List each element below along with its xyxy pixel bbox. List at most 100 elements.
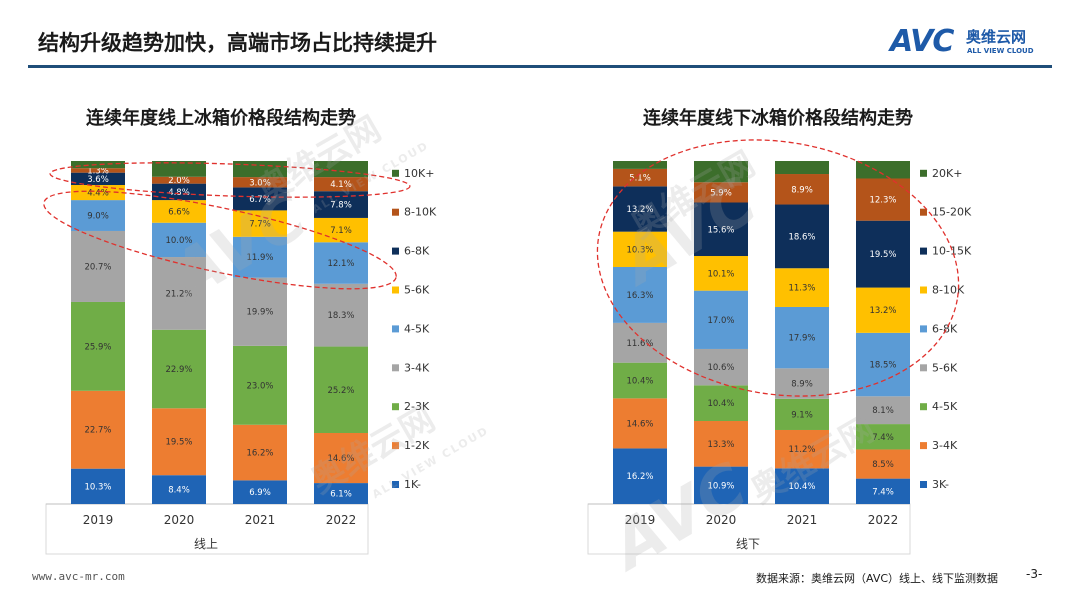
- bar-segment: [694, 161, 748, 183]
- data-label: 14.6%: [626, 419, 653, 429]
- data-label: 8.1%: [872, 406, 894, 416]
- legend-label: 6-8K: [404, 245, 430, 258]
- legend-swatch: [392, 247, 399, 255]
- bar-segment: [694, 290, 748, 349]
- legend-swatch: [392, 364, 399, 372]
- legend-label: 3-4K: [404, 361, 430, 374]
- bar-segment: [694, 202, 748, 257]
- bar-segment: [775, 306, 829, 369]
- bar-segment: [152, 257, 206, 330]
- bar-segment: [613, 398, 667, 449]
- data-label: 18.5%: [869, 361, 896, 371]
- bar-segment: [314, 161, 368, 178]
- bar-segment: [152, 161, 206, 177]
- legend-swatch: [920, 442, 927, 450]
- bar-segment: [856, 332, 910, 397]
- data-label: 17.9%: [788, 334, 815, 344]
- data-label: 21.2%: [165, 289, 192, 299]
- bar-segment: [71, 161, 125, 169]
- logo-cn-text: 奥维云网: [966, 28, 1027, 46]
- bar-segment: [775, 398, 829, 430]
- data-label: 19.5%: [869, 250, 896, 260]
- data-label: 16.3%: [626, 291, 653, 301]
- bar-segment: [233, 345, 287, 425]
- x-tick-label: 2019: [625, 513, 656, 527]
- bar-segment: [613, 322, 667, 363]
- bar-segment: [71, 468, 125, 504]
- legend-swatch: [920, 364, 927, 372]
- legend-label: 10-15K: [932, 245, 972, 258]
- data-label: 8.9%: [791, 380, 813, 390]
- legend-label: 8-10K: [404, 206, 437, 219]
- bar-segment: [856, 449, 910, 479]
- data-label: 13.2%: [626, 205, 653, 215]
- data-label: 25.9%: [84, 342, 111, 352]
- bar-segment: [152, 222, 206, 258]
- legend-label: 8-10K: [932, 284, 965, 297]
- x-axis-title: 线下: [736, 537, 760, 551]
- bar-segment: [314, 432, 368, 484]
- data-label: 12.1%: [327, 259, 354, 269]
- bar-segment: [775, 429, 829, 469]
- data-label: 4.1%: [330, 180, 352, 190]
- bar-segment: [314, 242, 368, 284]
- legend-swatch: [920, 247, 927, 255]
- data-label: 19.5%: [165, 438, 192, 448]
- bar-segment: [613, 266, 667, 323]
- data-label: 7.4%: [872, 433, 894, 443]
- bar-segment: [71, 168, 125, 173]
- bar-segment: [233, 236, 287, 278]
- bar-segment: [71, 185, 125, 201]
- legend-swatch: [920, 325, 927, 333]
- highlight-ellipse-top: [49, 162, 411, 198]
- bar-segment: [613, 231, 667, 267]
- x-tick-label: 2022: [326, 513, 357, 527]
- data-label: 9.0%: [87, 212, 109, 222]
- data-label: 16.2%: [626, 472, 653, 482]
- x-tick-label: 2020: [164, 513, 195, 527]
- bar-segment: [694, 466, 748, 504]
- bar-segment: [71, 390, 125, 469]
- data-label: 11.2%: [788, 445, 815, 455]
- bar-segment: [152, 475, 206, 504]
- bar-segment: [613, 161, 667, 169]
- bar-segment: [152, 408, 206, 476]
- legend-swatch: [920, 286, 927, 294]
- data-label: 6.6%: [168, 207, 190, 217]
- data-label: 6.1%: [330, 490, 352, 500]
- bar-segment: [856, 396, 910, 425]
- data-label: 10.1%: [707, 269, 734, 279]
- bar-segment: [233, 210, 287, 237]
- bar-segment: [775, 368, 829, 399]
- legend-swatch: [392, 169, 399, 177]
- highlight-ellipse-mid: [43, 190, 397, 290]
- bar-segment: [152, 200, 206, 223]
- data-label: 9.1%: [791, 410, 813, 420]
- bar-segment: [613, 186, 667, 232]
- bar-segment: [856, 478, 910, 504]
- legend-label: 5-6K: [932, 361, 958, 374]
- legend-swatch: [392, 325, 399, 333]
- bar-segment: [71, 301, 125, 391]
- data-label: 3.0%: [249, 178, 271, 188]
- bar-segment: [152, 176, 206, 184]
- bar-segment: [694, 256, 748, 291]
- bar-segment: [314, 346, 368, 433]
- legend-swatch: [392, 208, 399, 216]
- x-tick-label: 2019: [83, 513, 114, 527]
- data-label: 22.7%: [84, 426, 111, 436]
- legend-label: 5-6K: [404, 284, 430, 297]
- logo-avc-text: AVC: [890, 24, 954, 59]
- bar-segment: [775, 204, 829, 269]
- data-label: 7.4%: [872, 487, 894, 497]
- data-label: 17.0%: [707, 316, 734, 326]
- x-tick-label: 2021: [787, 513, 818, 527]
- data-label: 11.9%: [246, 253, 273, 263]
- data-label: 6.7%: [249, 195, 271, 205]
- bar-segment: [314, 283, 368, 347]
- bar-segment: [613, 168, 667, 187]
- page-number: -3-: [1026, 567, 1043, 581]
- data-label: 11.6%: [626, 339, 653, 349]
- bar-segment: [152, 329, 206, 409]
- data-label: 8.9%: [791, 185, 813, 195]
